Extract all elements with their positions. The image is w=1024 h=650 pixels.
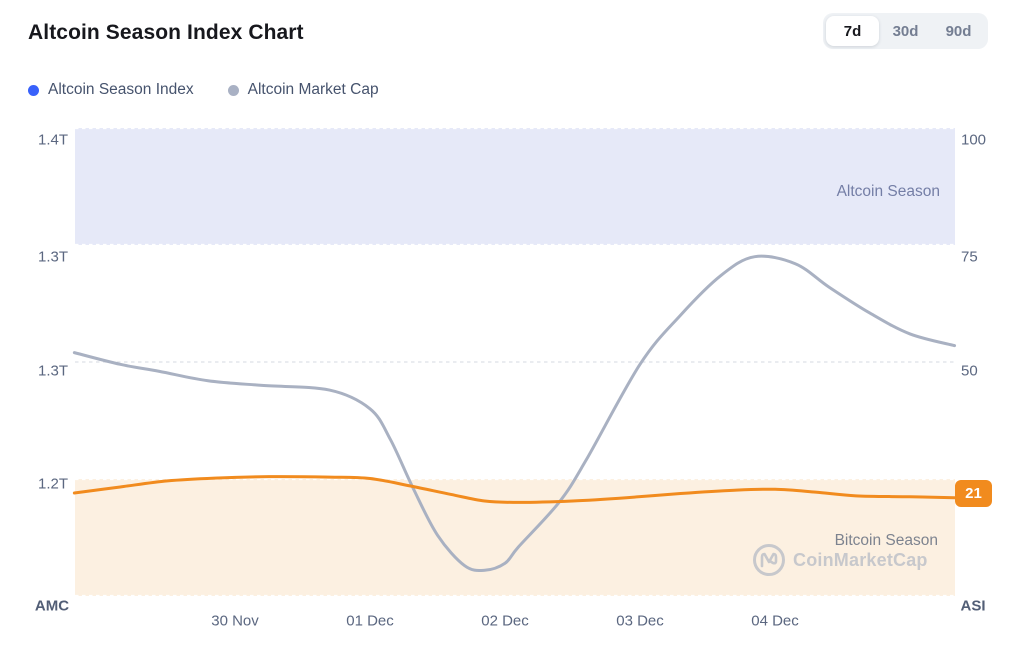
bitcoin-season-band-label: Bitcoin Season bbox=[834, 532, 938, 549]
y-axis-right-label: 100 bbox=[961, 131, 987, 149]
legend-item-altcoin-market-cap[interactable]: Altcoin Market Cap bbox=[227, 81, 379, 99]
legend-item-altcoin-season-index[interactable]: Altcoin Season Index bbox=[28, 81, 194, 99]
range-button-90d[interactable]: 90d bbox=[932, 16, 985, 46]
y-axis-right-label: 50 bbox=[961, 362, 978, 380]
left-axis-title: AMC bbox=[34, 597, 70, 615]
y-axis-right-label: 75 bbox=[961, 248, 978, 266]
y-axis-left-label: 1.4T bbox=[37, 131, 68, 149]
range-button-30d[interactable]: 30d bbox=[879, 16, 932, 46]
y-axis-left-label: 1.3T bbox=[37, 362, 68, 380]
x-axis-label: 30 Nov bbox=[211, 612, 259, 630]
page-title: Altcoin Season Index Chart bbox=[28, 21, 304, 44]
x-axis-label: 04 Dec bbox=[751, 612, 799, 630]
y-axis-left-label: 1.3T bbox=[37, 248, 68, 266]
range-button-7d[interactable]: 7d bbox=[826, 16, 879, 46]
blue-dot-icon bbox=[28, 84, 39, 96]
altcoin-season-band-label: Altcoin Season bbox=[836, 183, 940, 200]
chart-legend: Altcoin Season Index Altcoin Market Cap bbox=[28, 81, 379, 99]
x-axis-label: 01 Dec bbox=[346, 612, 394, 630]
right-axis-title: ASI bbox=[960, 597, 986, 615]
legend-label: Altcoin Season Index bbox=[48, 81, 194, 98]
time-range-switch: 7d 30d 90d bbox=[823, 13, 988, 49]
x-axis-label: 02 Dec bbox=[481, 612, 529, 630]
y-axis-left-label: 1.2T bbox=[37, 475, 68, 493]
x-axis-label: 03 Dec bbox=[616, 612, 664, 630]
gray-dot-icon bbox=[227, 84, 239, 96]
legend-label: Altcoin Market Cap bbox=[247, 81, 379, 98]
current-index-badge: 21 bbox=[955, 480, 992, 507]
